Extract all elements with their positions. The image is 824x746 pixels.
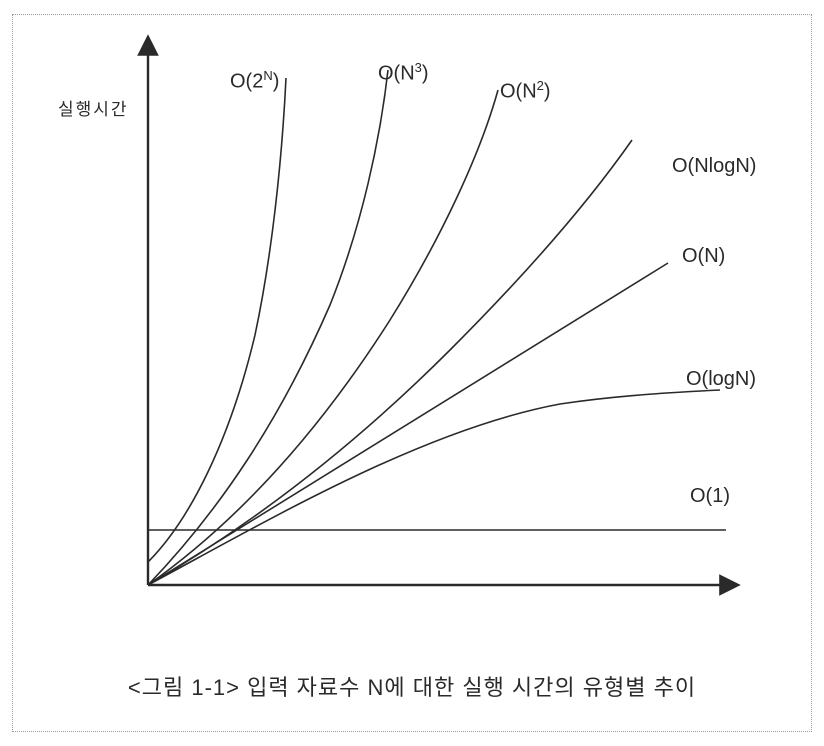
curve-label-o2n: O(2N) <box>230 68 279 94</box>
curve-o2n <box>148 78 286 562</box>
chart-container: 실행시간 O(1) O(logN) O(N) O(NlogN) O(N2) O(N3) O(… <box>0 0 824 746</box>
curve-label-ologn: O(logN) <box>686 368 756 391</box>
curve-label-on3: O(N3) <box>378 60 429 86</box>
curve-label-on: O(N) <box>682 245 725 268</box>
curve-label-onlogn: O(NlogN) <box>672 155 756 178</box>
y-axis-label: 실행시간 <box>58 95 129 120</box>
curve-ologn <box>148 390 720 585</box>
chart-caption: <그림 1-1> 입력 자료수 N에 대한 실행 시간의 유형별 추이 <box>0 670 824 702</box>
curve-onlogn <box>148 140 632 585</box>
curve-label-o1: O(1) <box>690 485 730 508</box>
curve-label-on2: O(N2) <box>500 78 551 104</box>
curve-on2 <box>148 90 498 585</box>
curve-on3 <box>148 70 388 585</box>
